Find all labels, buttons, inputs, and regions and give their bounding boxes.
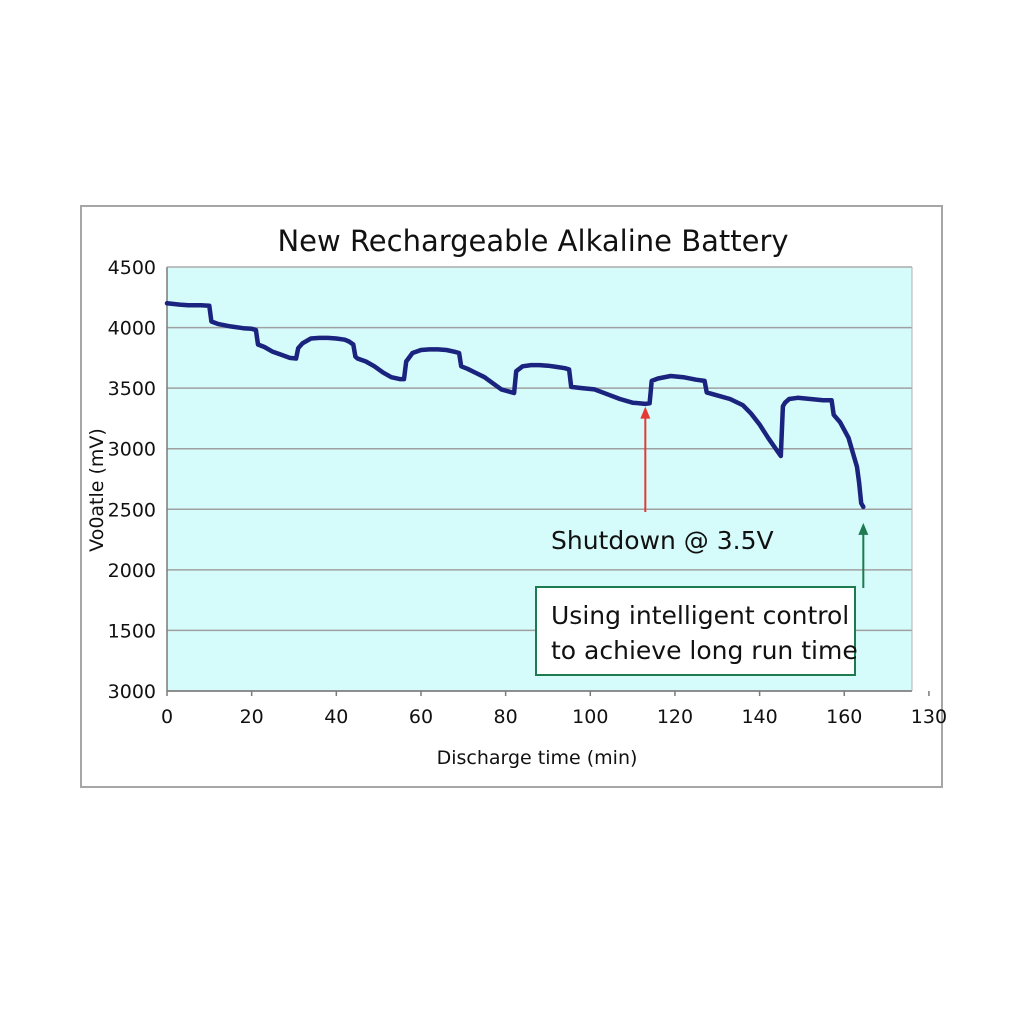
intelligent-control-arrow-head (858, 522, 869, 535)
annotations: Shutdown @ 3.5V Using intelligent contro… (535, 406, 869, 676)
intelligent-control-box (535, 586, 856, 676)
x-tick-label: 120 (657, 706, 693, 728)
x-tick-label: 20 (240, 706, 264, 728)
x-tick-label: 160 (826, 706, 862, 728)
y-tick-labels: 3000 1500 2000 2500 3000 3500 4000 4500 (108, 257, 156, 703)
y-tick-label: 3000 (108, 439, 156, 461)
y-tick-label: 3500 (108, 378, 156, 400)
intelligent-control-line-2: to achieve long run time (551, 636, 858, 665)
chart-title: New Rechargeable Alkaline Battery (277, 224, 788, 258)
x-tick-label: 0 (161, 706, 173, 728)
x-tick-label: 140 (741, 706, 777, 728)
y-tick-label: 4000 (108, 318, 156, 340)
y-tick-label: 2500 (108, 499, 156, 521)
y-tick-label: 4500 (108, 257, 156, 279)
x-tick-label: 40 (324, 706, 348, 728)
x-axis-label: Discharge time (min) (437, 747, 638, 769)
y-tick-label: 3000 (108, 681, 156, 703)
x-tick-labels: 0 20 40 60 80 100 120 140 160 130 (161, 706, 947, 728)
y-axis-label: Vo0atle (mV) (86, 428, 108, 552)
axes (166, 266, 930, 696)
x-tick-label: 80 (494, 706, 518, 728)
series-line (164, 301, 866, 510)
y-tick-label: 1500 (108, 620, 156, 642)
shutdown-annotation: Shutdown @ 3.5V (551, 526, 774, 555)
x-tick-label: 60 (409, 706, 433, 728)
y-tick-label: 2000 (108, 560, 156, 582)
x-tick-label: 130 (911, 706, 947, 728)
intelligent-control-line-1: Using intelligent control (551, 601, 849, 630)
shutdown-arrow-head (640, 406, 651, 419)
gridlines (167, 266, 912, 692)
x-tick-label: 100 (572, 706, 608, 728)
